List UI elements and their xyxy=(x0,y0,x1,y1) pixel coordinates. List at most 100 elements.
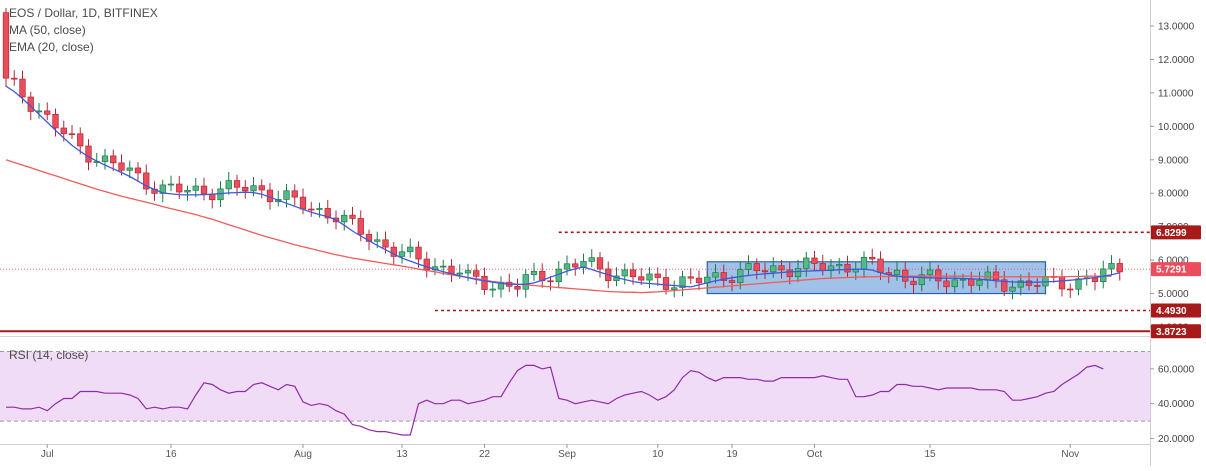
candle-body xyxy=(695,277,703,284)
candle[interactable] xyxy=(910,276,917,294)
candle[interactable] xyxy=(671,280,678,298)
candle-body xyxy=(1058,276,1066,290)
candle[interactable] xyxy=(596,251,604,278)
candle-body xyxy=(2,12,10,79)
level-tag-6.8299-label: 6.8299 xyxy=(1156,228,1187,239)
candle-body xyxy=(572,263,579,268)
candle[interactable] xyxy=(687,268,694,284)
candle[interactable] xyxy=(225,171,232,195)
candle[interactable] xyxy=(291,184,298,206)
candle[interactable] xyxy=(869,248,876,265)
candle[interactable] xyxy=(341,209,348,231)
candle-body xyxy=(192,185,199,191)
candle-body xyxy=(473,270,480,277)
candle[interactable] xyxy=(951,271,958,293)
level-tag-6.8299[interactable]: 6.8299 xyxy=(1151,225,1201,240)
candle[interactable] xyxy=(778,260,785,279)
candle[interactable] xyxy=(514,278,521,297)
candle[interactable] xyxy=(44,102,51,121)
candle[interactable] xyxy=(753,258,760,280)
ema-20-line[interactable] xyxy=(5,85,1120,288)
candle-body xyxy=(770,265,777,273)
candle-body xyxy=(646,273,653,281)
candle[interactable] xyxy=(1025,272,1033,291)
candle[interactable] xyxy=(976,271,983,291)
candle[interactable] xyxy=(398,243,406,264)
candle[interactable] xyxy=(192,177,199,198)
candle[interactable] xyxy=(720,264,727,288)
candle[interactable] xyxy=(349,206,356,225)
candle[interactable] xyxy=(68,125,76,140)
candle[interactable] xyxy=(745,255,752,277)
candle[interactable] xyxy=(184,185,191,201)
candle[interactable] xyxy=(1108,255,1115,276)
candle[interactable] xyxy=(638,268,645,285)
candle[interactable] xyxy=(110,149,117,172)
candle[interactable] xyxy=(695,270,703,291)
candle[interactable] xyxy=(811,250,818,272)
candle[interactable] xyxy=(308,201,315,217)
candle[interactable] xyxy=(1001,271,1008,297)
candle[interactable] xyxy=(1034,278,1041,294)
candle-body xyxy=(283,190,290,200)
candle[interactable] xyxy=(621,263,628,285)
candle-body xyxy=(720,272,727,281)
candle[interactable] xyxy=(1116,258,1123,281)
candle[interactable] xyxy=(134,162,142,182)
candle[interactable] xyxy=(167,175,175,192)
candle-body xyxy=(456,272,463,275)
candle-body xyxy=(976,279,983,286)
candle[interactable] xyxy=(844,255,851,278)
candle[interactable] xyxy=(530,262,538,281)
candle[interactable] xyxy=(324,199,331,224)
level-tag-3.8723[interactable]: 3.8723 xyxy=(1151,324,1201,339)
candle[interactable] xyxy=(935,264,942,290)
candle[interactable] xyxy=(563,255,571,276)
candle[interactable] xyxy=(101,149,109,170)
candle[interactable] xyxy=(836,257,843,275)
candle[interactable] xyxy=(415,241,422,268)
candle-body xyxy=(126,167,133,171)
candle[interactable] xyxy=(85,139,92,171)
candle[interactable] xyxy=(761,262,769,280)
candle[interactable] xyxy=(662,268,670,295)
candle[interactable] xyxy=(11,70,18,86)
candle[interactable] xyxy=(1017,274,1024,296)
candle-body xyxy=(918,274,925,286)
candle-body xyxy=(638,276,645,281)
candle[interactable] xyxy=(143,164,150,195)
candle[interactable] xyxy=(1009,280,1016,300)
candle[interactable] xyxy=(770,257,777,278)
candle[interactable] xyxy=(489,281,496,298)
candle[interactable] xyxy=(679,270,686,297)
candle[interactable] xyxy=(712,264,719,284)
candle[interactable] xyxy=(547,275,554,291)
candle[interactable] xyxy=(803,251,810,277)
candle[interactable] xyxy=(588,249,595,268)
candle[interactable] xyxy=(52,108,59,137)
candle[interactable] xyxy=(522,269,529,298)
candle[interactable] xyxy=(126,160,133,179)
ma-50-line[interactable] xyxy=(5,159,1112,294)
candle[interactable] xyxy=(77,127,84,155)
rsi-line[interactable] xyxy=(6,364,1104,436)
candle[interactable] xyxy=(1067,283,1074,298)
candle-body xyxy=(134,167,142,174)
candle-body xyxy=(1017,280,1024,288)
current-price-tag[interactable]: 5.7291 xyxy=(1151,262,1201,277)
candle[interactable] xyxy=(918,266,925,292)
candle[interactable] xyxy=(258,179,265,199)
candle[interactable] xyxy=(2,7,10,87)
candle[interactable] xyxy=(473,264,480,285)
level-tag-4.4930[interactable]: 4.4930 xyxy=(1151,303,1201,318)
candle[interactable] xyxy=(1075,270,1082,296)
candle[interactable] xyxy=(407,238,414,258)
candle[interactable] xyxy=(646,267,653,289)
candle[interactable] xyxy=(572,258,579,276)
candle[interactable] xyxy=(242,179,249,199)
candle[interactable] xyxy=(440,259,447,276)
candle[interactable] xyxy=(654,267,661,286)
candle[interactable] xyxy=(893,261,901,281)
